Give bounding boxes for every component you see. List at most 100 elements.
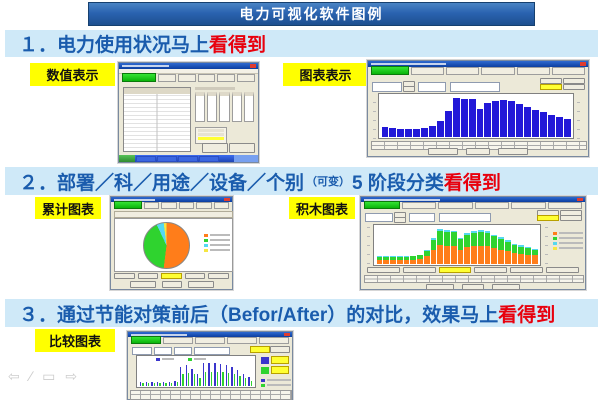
stacked-bar	[525, 226, 531, 264]
bar	[405, 129, 413, 137]
input-field	[132, 347, 152, 355]
window-titlebar	[111, 197, 232, 202]
dialog-button	[229, 143, 255, 153]
bar	[468, 99, 476, 137]
stacked-bar	[484, 226, 491, 264]
dialog-button	[187, 281, 214, 288]
bar-group	[151, 357, 156, 386]
selected-option-highlight	[540, 84, 562, 90]
list-box	[219, 92, 230, 122]
bar-group	[174, 357, 178, 386]
window-titlebar	[361, 197, 585, 202]
legend-item	[156, 357, 174, 361]
bar-group	[191, 357, 196, 386]
dialog-button	[202, 143, 228, 153]
button-row	[361, 284, 585, 290]
bar-group	[225, 357, 230, 386]
screenshot-hourly-bar-chart	[367, 60, 589, 157]
close-icon	[284, 333, 290, 336]
bar-group	[145, 357, 150, 386]
after-label-button	[271, 366, 289, 374]
list-box	[207, 92, 218, 122]
bar-group	[185, 357, 190, 386]
bar-group	[202, 357, 207, 386]
bar	[436, 121, 444, 137]
stacked-bar-chart	[373, 224, 541, 266]
legend-item	[204, 248, 230, 252]
stacked-bar	[511, 226, 518, 264]
pen-icon[interactable]: ∕	[29, 368, 33, 384]
dialog-button	[129, 281, 156, 288]
bar-group	[219, 357, 224, 386]
bar	[397, 129, 405, 137]
start-button	[119, 155, 135, 162]
forward-arrow-icon[interactable]: ⇨	[65, 368, 78, 384]
y-axis-ticks	[577, 95, 580, 139]
stacked-bar	[477, 226, 484, 264]
tab-row	[111, 201, 232, 210]
tab-active-green	[114, 201, 142, 209]
section-1-number: １．	[19, 35, 58, 56]
input-field	[174, 347, 192, 355]
menu-bar	[119, 69, 258, 74]
bar-group	[162, 357, 167, 386]
stacked-bar	[383, 226, 389, 264]
bar	[421, 128, 429, 137]
bar	[492, 100, 500, 137]
dialog-button	[492, 284, 520, 290]
stacked-bar	[491, 226, 497, 264]
stacked-bar	[504, 226, 511, 264]
option-button	[270, 346, 290, 353]
spinner-button	[403, 86, 415, 92]
screenshot-comparison-chart	[127, 331, 293, 400]
date-field	[365, 213, 393, 222]
dialog-button	[498, 148, 528, 155]
tab-active-green	[122, 73, 156, 82]
chart-legend	[553, 230, 583, 251]
windows-taskbar	[119, 155, 258, 162]
data-table-strip	[130, 390, 292, 400]
slide-icon[interactable]: ▭	[42, 368, 56, 384]
pie-chart	[143, 222, 190, 269]
stacked-bar	[457, 226, 464, 264]
section-3-heading: ３． 通过节能对策前后（Befor/After）的对比，效果马上 看得到	[5, 299, 598, 327]
grouped-bar-chart	[136, 355, 256, 388]
bar-group	[248, 357, 253, 386]
window-titlebar	[368, 61, 588, 67]
legend-item	[204, 233, 230, 237]
input-field	[409, 213, 435, 222]
before-color-swatch	[261, 356, 269, 364]
list-box	[243, 92, 255, 122]
bar-group	[168, 357, 173, 386]
dialog-button	[462, 284, 484, 290]
tab-row	[361, 201, 585, 210]
window-titlebar	[128, 332, 292, 337]
bar	[532, 109, 539, 137]
slide-title-bar: 电力可视化软件图例	[88, 2, 535, 26]
section-1-heading: １． 电力使用状况马上 看得到	[5, 30, 598, 57]
section-2-heading: ２． 部署／科／用途／设备／个别 （可变） 5 阶段分类 看得到	[5, 167, 598, 195]
stacked-bar	[423, 226, 430, 264]
date-field	[372, 82, 402, 92]
legend-item	[553, 241, 583, 245]
bar	[381, 126, 389, 137]
legend-item	[553, 231, 583, 235]
level-button-row	[114, 273, 229, 279]
option-button	[560, 215, 582, 221]
back-arrow-icon[interactable]: ⇦	[8, 368, 20, 384]
bar-group	[231, 357, 235, 386]
selected-option-highlight	[537, 215, 559, 221]
pie-legend	[204, 232, 230, 253]
stacked-bar	[396, 226, 403, 264]
close-icon	[577, 198, 583, 201]
bar	[516, 103, 524, 137]
stacked-bar	[444, 226, 450, 264]
stacked-bar	[471, 226, 477, 264]
stacked-bar	[403, 226, 410, 264]
close-icon	[224, 198, 230, 201]
stacked-bar	[518, 226, 524, 264]
stacked-bar	[430, 226, 437, 264]
legend-item	[553, 236, 583, 240]
input-field	[194, 347, 230, 355]
selected-level-highlight	[161, 273, 182, 279]
